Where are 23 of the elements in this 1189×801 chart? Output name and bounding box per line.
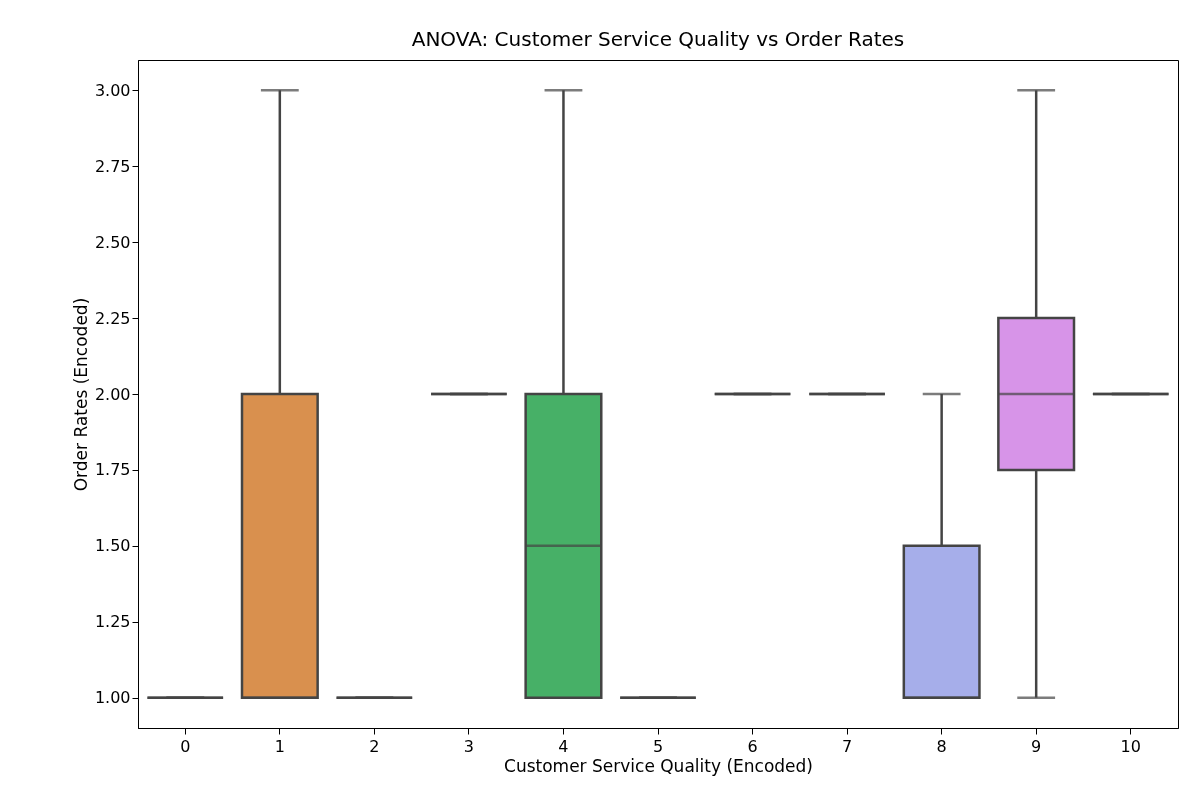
- y-tick-label: 2.25: [94, 308, 131, 328]
- x-tick-label: 6: [747, 736, 758, 756]
- x-tick-label: 0: [180, 736, 191, 756]
- y-tick-label: 1.75: [94, 460, 131, 480]
- y-tick-label: 2.50: [94, 232, 131, 252]
- x-tick-label: 4: [558, 736, 569, 756]
- x-tick-label: 2: [369, 736, 380, 756]
- chart-title: ANOVA: Customer Service Quality vs Order Rates: [411, 27, 905, 51]
- y-tick-label: 1.00: [94, 688, 131, 708]
- x-tick-label: 7: [842, 736, 853, 756]
- x-tick-label: 9: [1031, 736, 1042, 756]
- x-tick-label: 3: [463, 736, 474, 756]
- x-axis-title: Customer Service Quality (Encoded): [504, 755, 813, 776]
- y-tick-label: 1.50: [94, 536, 131, 556]
- y-tick-label: 3.00: [94, 80, 131, 100]
- x-tick-label: 1: [274, 736, 285, 756]
- y-tick-label: 1.25: [94, 612, 131, 632]
- x-tick-label: 8: [936, 736, 947, 756]
- x-tick-label: 10: [1120, 736, 1141, 756]
- y-tick-label: 2.00: [94, 384, 131, 404]
- y-tick-label: 2.75: [94, 156, 131, 176]
- y-axis-title: Order Rates (Encoded): [70, 297, 91, 492]
- x-tick-label: 5: [652, 736, 664, 756]
